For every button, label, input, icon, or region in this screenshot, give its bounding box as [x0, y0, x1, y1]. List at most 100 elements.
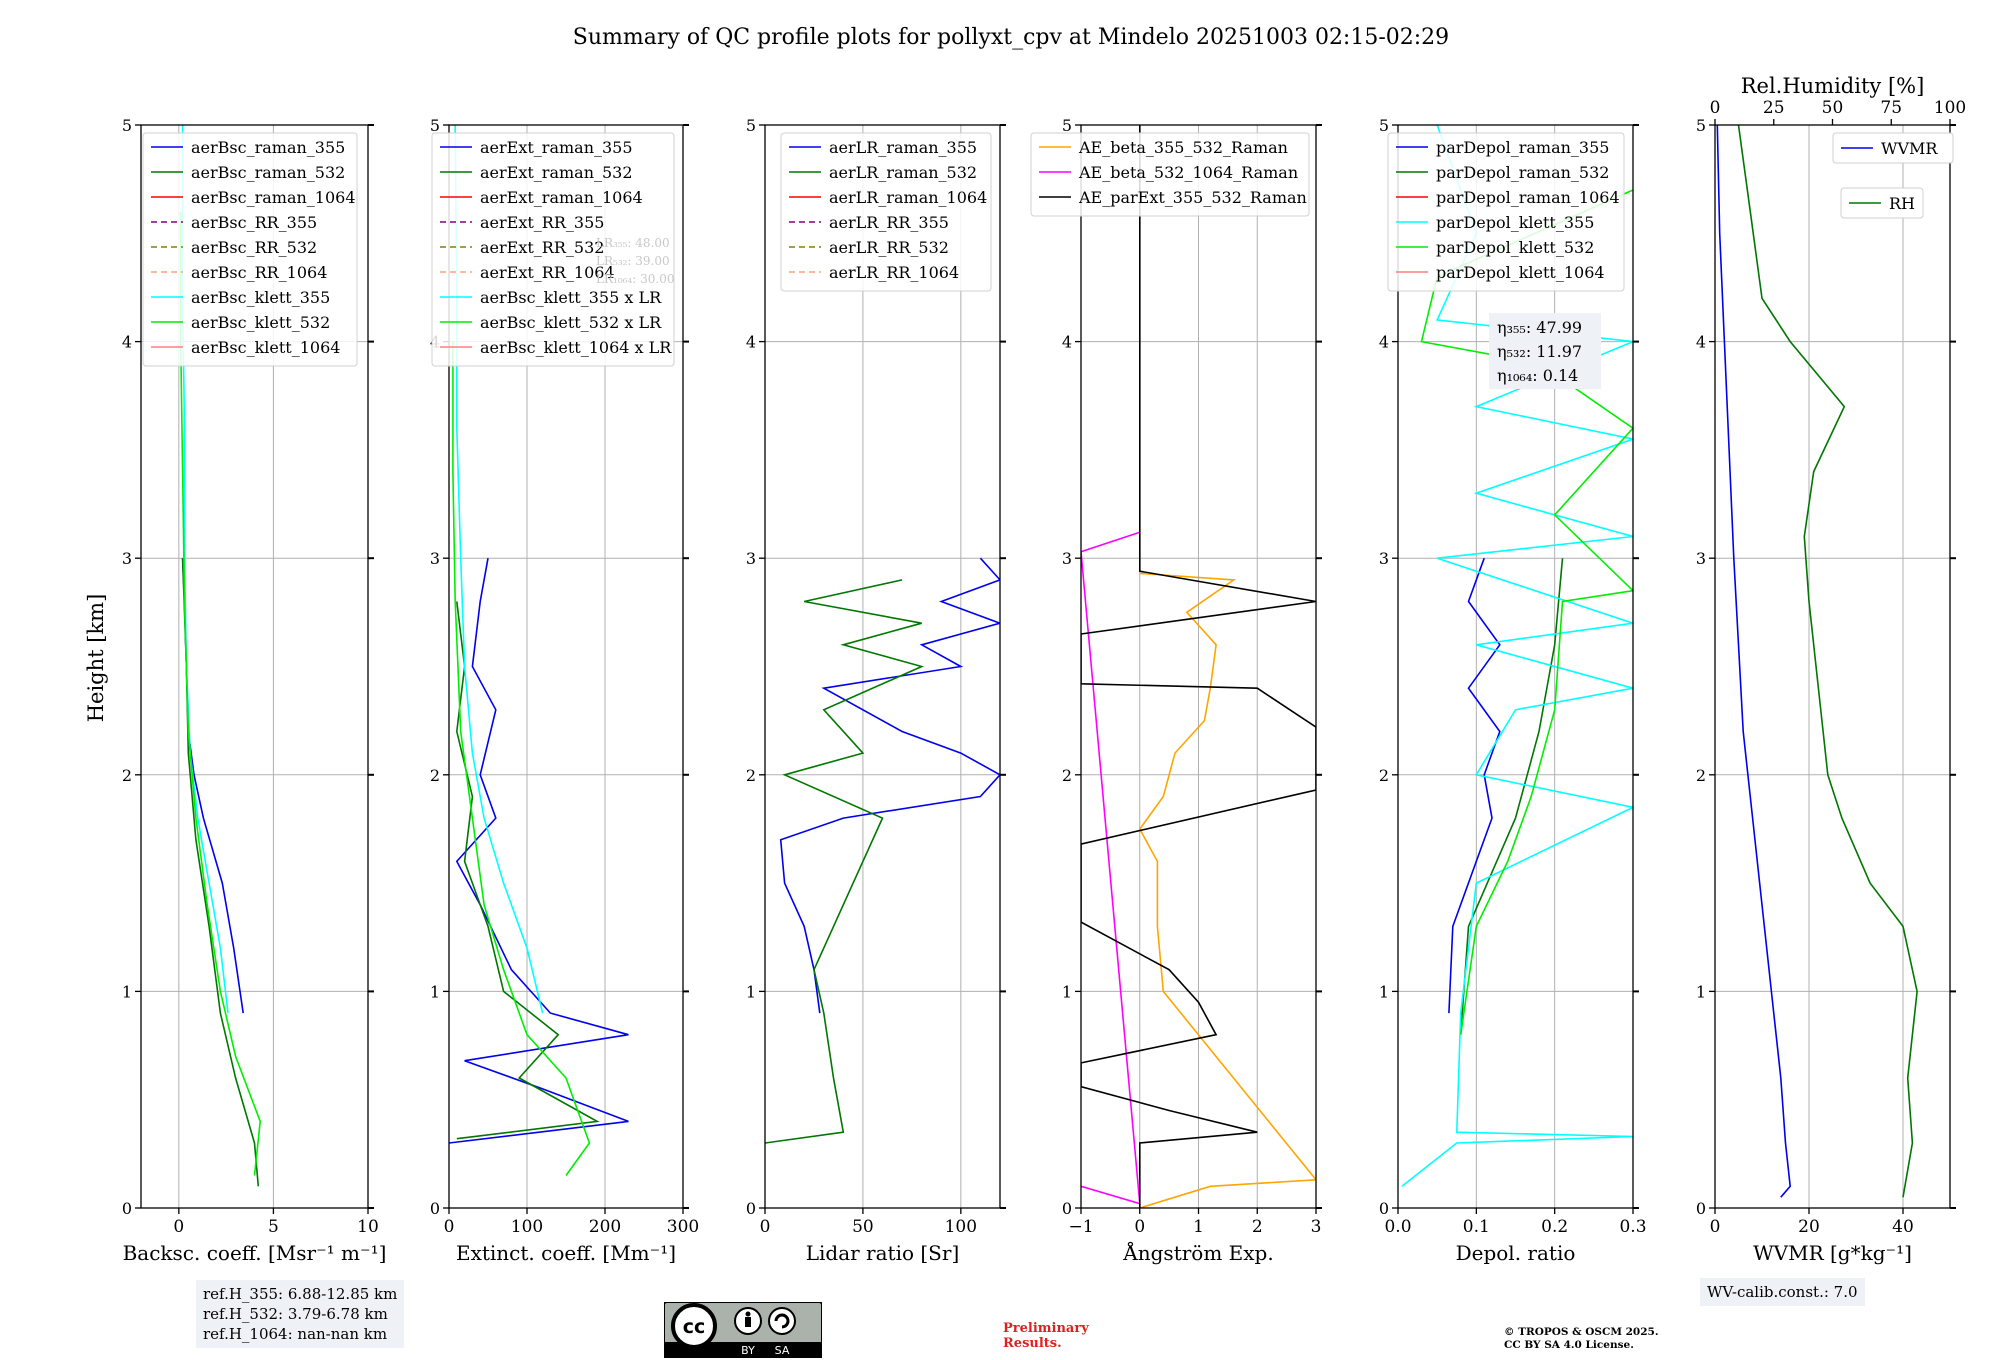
legend-label: RH	[1889, 194, 1915, 213]
y-tick-label: 1	[1062, 982, 1072, 1001]
x-tick-label: 0.3	[1619, 1217, 1646, 1237]
series-line-parDepol_klett_532	[1420, 189, 1633, 1035]
legend-label: aerExt_RR_532	[480, 238, 604, 257]
y-tick-label: 1	[1379, 982, 1389, 1001]
top-x-tick-label: 25	[1763, 98, 1785, 118]
y-tick-label: 3	[746, 549, 756, 568]
legend-label: aerBsc_raman_355	[191, 138, 345, 157]
y-tick-label: 2	[430, 766, 440, 785]
y-tick-label: 0	[746, 1199, 756, 1218]
plot-frame	[1397, 124, 1634, 1209]
x-tick-label: 20	[1798, 1217, 1820, 1237]
legend-frame	[780, 132, 992, 292]
top-x-tick-label: 75	[1880, 98, 1902, 118]
y-tick-label: 4	[1696, 333, 1706, 352]
y-tick-label: 3	[1062, 549, 1072, 568]
y-tick-label: 5	[122, 116, 132, 135]
x-tick-label: 1	[1193, 1217, 1204, 1237]
panel-lr: 0 50 100 0 1 2 3 4 5 Lidar ratio [Sr] aerLR_raman_…	[746, 116, 1006, 1265]
legend-label: aerBsc_klett_355 x LR	[480, 288, 662, 307]
x-tick-label: 3	[1311, 1217, 1322, 1237]
top-axis-label: Rel.Humidity [%]	[1741, 74, 1925, 98]
x-tick-label: −1	[1068, 1217, 1093, 1237]
legend-label: aerExt_RR_355	[480, 213, 604, 232]
legend-label: aerBsc_klett_1064 x LR	[480, 338, 672, 357]
copyright-line-1: © TROPOS & OSCM 2025.	[1504, 1326, 1659, 1338]
copyright-line-2: CC BY SA 4.0 License.	[1504, 1339, 1634, 1351]
x-tick-label: 50	[852, 1217, 874, 1237]
x-tick-label: 2	[1252, 1217, 1263, 1237]
x-tick-label: 0	[1134, 1217, 1145, 1237]
figure-title: Summary of QC profile plots for pollyxt_…	[573, 25, 1449, 50]
series-line-aerBsc_klett_532 x LR	[452, 341, 591, 1176]
y-tick-label: 2	[746, 766, 756, 785]
cc-badge-cc: cc	[683, 1316, 706, 1338]
preliminary-line-2: Results.	[1003, 1336, 1062, 1351]
legend-frame	[1387, 132, 1625, 292]
legend-label: aerBsc_klett_532	[191, 313, 330, 332]
panel-bsc: 0 5 10 0 1 2 3 4 5 Backsc. coeff. [Msr⁻¹ m⁻¹] aerB…	[122, 116, 387, 1265]
refh-1064: ref.H_1064: nan-nan km	[203, 1325, 388, 1343]
legend-label: aerLR_RR_1064	[829, 263, 959, 282]
legend-box: RH	[1840, 187, 1924, 219]
plot-frame	[764, 124, 1001, 1209]
x-axis-label: Lidar ratio [Sr]	[806, 1241, 960, 1265]
y-tick-label: 1	[1696, 982, 1706, 1001]
legend-label: parDepol_raman_1064	[1436, 188, 1620, 207]
x-tick-label: 0	[1710, 1217, 1721, 1237]
legend-box: aerLR_raman_355 aerLR_raman_532 aerLR_rama…	[780, 132, 992, 292]
legend-label: aerBsc_klett_1064	[191, 338, 340, 357]
cc-badge-by: BY	[741, 1344, 755, 1357]
legend-label: aerExt_raman_355	[480, 138, 633, 157]
legend-frame	[1832, 132, 1954, 164]
x-tick-label: 0.0	[1384, 1217, 1411, 1237]
legend-label: parDepol_raman_355	[1436, 138, 1609, 157]
eta-annotation-box: η₃₅₅: 47.99 η₅₃₂: 11.97 η₁₀₆₄: 0.14	[1489, 313, 1601, 389]
y-tick-label: 4	[746, 333, 756, 352]
x-axis-label: Depol. ratio	[1456, 1241, 1576, 1265]
series-line-AE_beta_355_532_Raman	[1138, 572, 1316, 1208]
x-axis-label: Extinct. coeff. [Mm⁻¹]	[456, 1241, 676, 1265]
legend-label: aerExt_raman_1064	[480, 188, 643, 207]
y-tick-label: 0	[1062, 1199, 1072, 1218]
eta-annotation: η₅₃₂: 11.97	[1497, 342, 1582, 361]
legend-frame	[431, 132, 675, 367]
plot-frame	[448, 124, 684, 1209]
refh-355: ref.H_355: 6.88-12.85 km	[203, 1285, 398, 1303]
x-tick-label: 100	[945, 1217, 977, 1237]
y-tick-label: 2	[1696, 766, 1706, 785]
y-tick-label: 0	[1379, 1199, 1389, 1218]
lr-annotation: LR₃₅₅: 48.00	[596, 236, 670, 250]
legend-label: aerBsc_RR_355	[191, 213, 317, 232]
legend-label: parDepol_klett_355	[1436, 213, 1594, 232]
preliminary-line-1: Preliminary	[1003, 1321, 1089, 1336]
legend-label: aerBsc_raman_1064	[191, 188, 356, 207]
legend-label: parDepol_klett_532	[1436, 238, 1594, 257]
legend-label: aerBsc_klett_355	[191, 288, 330, 307]
x-tick-label: 5	[268, 1217, 279, 1237]
legend-label: aerExt_raman_532	[480, 163, 633, 182]
series-group	[765, 557, 1000, 1144]
eta-annotation: η₁₀₆₄: 0.14	[1497, 366, 1578, 385]
series-line-aerBsc_klett_532	[179, 211, 262, 1176]
series-line-RH	[1737, 125, 1918, 1198]
x-tick-label: 0	[444, 1217, 455, 1237]
x-tick-label: 10	[357, 1217, 379, 1237]
lr-annotation: LR₁₀₆₄: 30.00	[596, 272, 674, 286]
cc-badge-sa: SA	[775, 1344, 790, 1357]
legend-box: AE_beta_355_532_Raman AE_beta_532_1064_Ra…	[1030, 132, 1310, 217]
x-tick-label: 0.2	[1541, 1217, 1568, 1237]
y-tick-label: 2	[1379, 766, 1389, 785]
panel-ext: 0100200300012345Extinct. coeff. [Mm⁻¹]ae…	[430, 116, 699, 1265]
x-axis-label: Backsc. coeff. [Msr⁻¹ m⁻¹]	[123, 1241, 387, 1265]
y-tick-label: 3	[122, 549, 132, 568]
y-tick-label: 0	[1696, 1199, 1706, 1218]
panel-wv: 0 20 40 0 1 2 3 4 5 WVMR [g*kg⁻¹] 0 25 50 75 100 Rel.Hu…	[1696, 74, 1966, 1265]
series-line-AE_beta_532_1064_Raman	[1081, 531, 1141, 1205]
y-tick-label: 2	[122, 766, 132, 785]
eta-annotation: η₃₅₅: 47.99	[1497, 318, 1582, 337]
series-line-parDepol_raman_355	[1448, 557, 1501, 1014]
y-tick-label: 4	[122, 333, 132, 352]
x-tick-label: 0	[760, 1217, 771, 1237]
